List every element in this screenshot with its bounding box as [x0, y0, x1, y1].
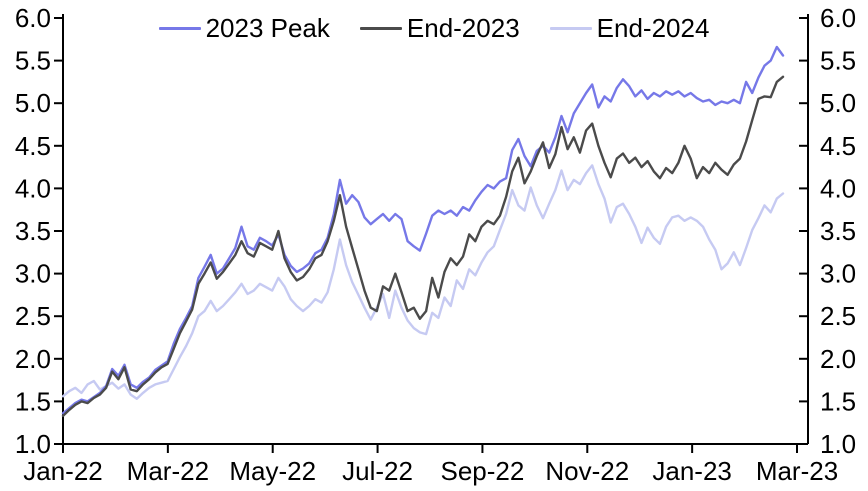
series-line-2023-peak	[61, 45, 785, 415]
y-tick-label-right: 5.5	[820, 46, 856, 76]
y-tick-label-right: 2.0	[820, 344, 856, 374]
series-line-end-2024	[61, 164, 785, 400]
y-tick-label-left: 2.0	[15, 344, 51, 374]
y-tick-label-left: 2.5	[15, 301, 51, 331]
x-tick-label: Nov-22	[545, 456, 629, 486]
y-tick-label-right: 5.0	[820, 88, 856, 118]
y-tick-label-right: 6.0	[820, 3, 856, 33]
series-line-end-2023	[61, 75, 785, 418]
y-tick-label-left: 4.5	[15, 131, 51, 161]
y-tick-label-right: 2.5	[820, 301, 856, 331]
y-tick-label-right: 3.0	[820, 259, 856, 289]
y-tick-label-left: 3.5	[15, 216, 51, 246]
x-tick-label: Jan-23	[652, 456, 732, 486]
y-tick-label-left: 5.5	[15, 46, 51, 76]
y-tick-label-right: 4.5	[820, 131, 856, 161]
x-tick-label: Mar-22	[127, 456, 209, 486]
x-tick-label: Sep-22	[441, 456, 525, 486]
y-tick-label-right: 1.5	[820, 386, 856, 416]
x-tick-label: Jul-22	[342, 456, 413, 486]
x-tick-label: Jan-22	[23, 456, 103, 486]
x-tick-label: Mar-23	[756, 456, 838, 486]
y-tick-label-right: 3.5	[820, 216, 856, 246]
y-tick-label-right: 1.0	[820, 429, 856, 459]
y-tick-label-left: 5.0	[15, 88, 51, 118]
y-tick-label-left: 1.0	[15, 429, 51, 459]
y-tick-label-left: 1.5	[15, 386, 51, 416]
y-tick-label-right: 4.0	[820, 173, 856, 203]
y-tick-label-left: 6.0	[15, 3, 51, 33]
y-tick-label-left: 4.0	[15, 173, 51, 203]
y-tick-label-left: 3.0	[15, 259, 51, 289]
x-tick-label: May-22	[229, 456, 316, 486]
